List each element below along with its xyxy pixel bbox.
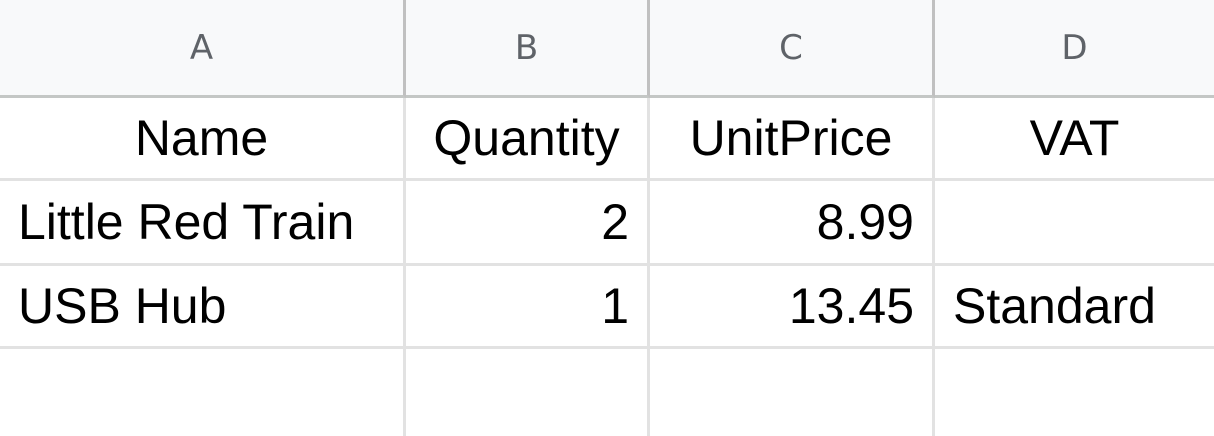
- cell-c1[interactable]: UnitPrice: [650, 98, 935, 181]
- cell-a3[interactable]: USB Hub: [0, 266, 406, 349]
- cell-d3[interactable]: Standard: [935, 266, 1214, 349]
- cell-c3[interactable]: 13.45: [650, 266, 935, 349]
- cell-b4[interactable]: [406, 349, 650, 436]
- cell-c4[interactable]: [650, 349, 935, 436]
- cell-d1[interactable]: VAT: [935, 98, 1214, 181]
- column-header-a[interactable]: A: [0, 0, 406, 98]
- cell-c2[interactable]: 8.99: [650, 181, 935, 266]
- cell-b1[interactable]: Quantity: [406, 98, 650, 181]
- cell-a2[interactable]: Little Red Train: [0, 181, 406, 266]
- cell-b2[interactable]: 2: [406, 181, 650, 266]
- cell-a4[interactable]: [0, 349, 406, 436]
- cell-d2[interactable]: [935, 181, 1214, 266]
- column-header-d[interactable]: D: [935, 0, 1214, 98]
- cell-d4[interactable]: [935, 349, 1214, 436]
- cell-b3[interactable]: 1: [406, 266, 650, 349]
- column-header-b[interactable]: B: [406, 0, 650, 98]
- cell-a1[interactable]: Name: [0, 98, 406, 181]
- column-header-c[interactable]: C: [650, 0, 935, 98]
